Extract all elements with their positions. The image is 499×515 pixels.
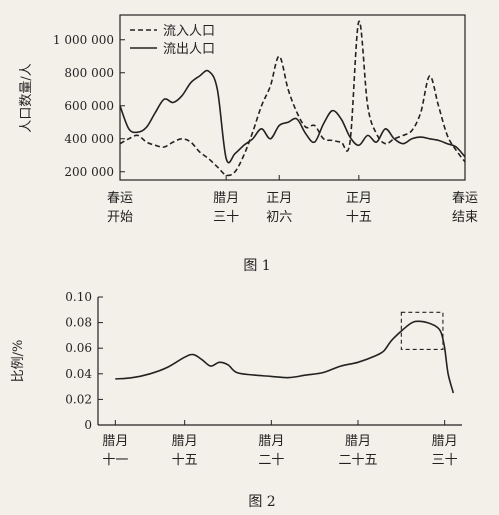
x-category-label: 三十 [213, 210, 239, 225]
x-category-label: 春运 [107, 191, 133, 206]
y-tick-label: 0.10 [65, 290, 92, 304]
chart-2: 00.020.040.060.080.10 腊月十一腊月十五腊月二十腊月二十五腊… [11, 290, 462, 510]
highlight-box [400, 311, 444, 351]
series-group-1 [119, 20, 466, 177]
y-tick-label: 400 000 [64, 132, 114, 146]
plot-frame-1 [119, 14, 466, 181]
x-category-label: 二十 [258, 453, 284, 468]
x-category-label: 腊月 [345, 434, 371, 449]
series-line-outflow [119, 69, 466, 164]
y-tick-label: 0.06 [65, 341, 92, 355]
x-category-label: 腊月 [172, 434, 198, 449]
y-axis-label-1: 人口数量/人 [19, 63, 34, 132]
legend-label-inflow: 流入人口 [163, 24, 215, 39]
legend-label-outflow: 流出人口 [163, 42, 215, 57]
y-tick-label: 200 000 [64, 165, 114, 179]
y-tick-label: 0 [84, 418, 92, 432]
y-tick-label: 0.02 [65, 392, 92, 406]
y-tick-label: 0.04 [65, 367, 92, 381]
chart-1: 200 000 400 000 600 000 800 000 1 000 000 春运… [19, 14, 478, 274]
series-line-main [115, 320, 455, 394]
x-category-label: 腊月 [258, 434, 284, 449]
y-tick-label: 0.08 [65, 316, 92, 330]
x-category-label: 十五 [346, 210, 372, 225]
x-category-label: 正月 [266, 191, 292, 206]
y-ticks-2: 0 0.02 0.04 0.06 0.08 0.10 [65, 290, 103, 432]
x-category-label: 二十五 [338, 453, 377, 468]
y-ticks-1: 200 000 400 000 600 000 800 000 1 000 000 [53, 33, 125, 179]
x-category-label: 腊月 [213, 191, 239, 206]
x-category-label: 十一 [102, 453, 128, 468]
y-tick-label: 1 000 000 [53, 33, 114, 47]
y-tick-label: 600 000 [64, 99, 114, 113]
series-line-inflow [119, 20, 466, 177]
x-category-label: 腊月 [432, 434, 458, 449]
caption-1: 图 1 [243, 258, 270, 274]
series-group-2 [115, 320, 455, 394]
legend-1: 流入人口 流出人口 [130, 24, 215, 57]
x-category-label: 正月 [346, 191, 372, 206]
x-category-label: 十五 [172, 453, 198, 468]
y-tick-label: 800 000 [64, 66, 114, 80]
x-category-label: 初六 [266, 210, 292, 225]
caption-2: 图 2 [248, 494, 275, 510]
x-category-label: 开始 [107, 210, 133, 225]
y-axis-label-2: 比例/% [11, 340, 26, 383]
x-category-label: 腊月 [102, 434, 128, 449]
x-category-label: 三十 [432, 453, 458, 468]
x-category-label: 结束 [452, 210, 478, 225]
x-category-label: 春运 [452, 191, 478, 206]
